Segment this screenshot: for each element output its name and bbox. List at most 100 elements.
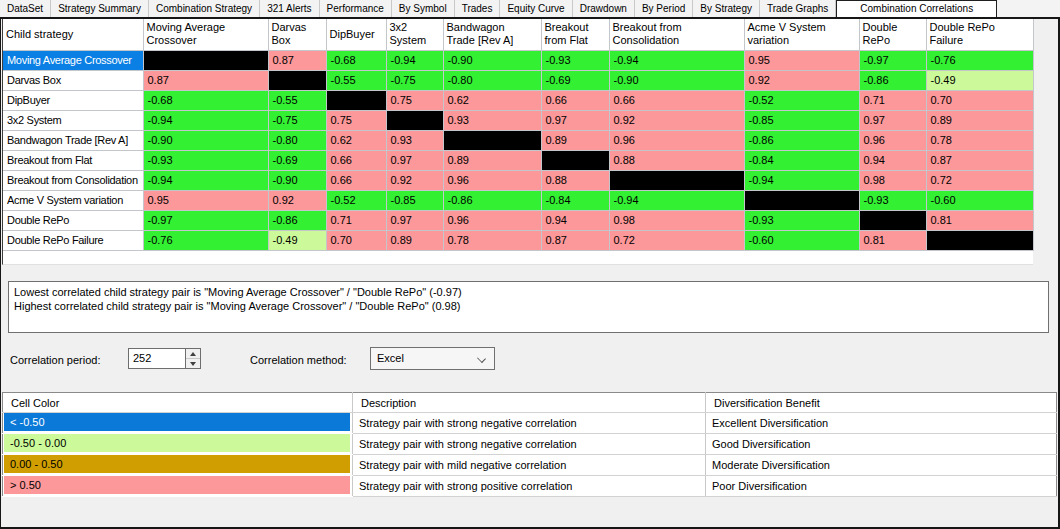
matrix-cell[interactable]: -0.69 [541, 70, 609, 90]
legend-description-cell[interactable]: Strategy pair with strong positive corre… [353, 476, 706, 497]
matrix-cell[interactable]: -0.68 [143, 90, 268, 110]
matrix-cell[interactable]: 0.72 [926, 170, 1033, 190]
matrix-cell[interactable]: -0.90 [268, 170, 326, 190]
matrix-cell[interactable]: 0.70 [926, 90, 1033, 110]
matrix-cell[interactable]: -0.97 [859, 50, 926, 70]
matrix-row-header-dipbuyer[interactable]: DipBuyer [3, 90, 143, 110]
matrix-cell[interactable]: -0.93 [541, 50, 609, 70]
matrix-cell[interactable]: -0.69 [268, 150, 326, 170]
matrix-cell[interactable]: 0.89 [443, 150, 541, 170]
matrix-row-header-breakout-from-consolidation[interactable]: Breakout from Consolidation [3, 170, 143, 190]
matrix-cell[interactable]: -0.85 [386, 190, 443, 210]
tab-drawdown[interactable]: Drawdown [573, 0, 635, 17]
matrix-cell[interactable]: -0.55 [268, 90, 326, 110]
matrix-cell[interactable]: -0.84 [541, 190, 609, 210]
tab-by-period[interactable]: By Period [635, 0, 693, 17]
legend-range-cell[interactable]: > 0.50 [3, 476, 353, 497]
matrix-cell[interactable]: -0.80 [268, 130, 326, 150]
matrix-cell[interactable]: -0.85 [744, 110, 859, 130]
matrix-cell[interactable]: -0.94 [143, 110, 268, 130]
matrix-cell[interactable]: -0.90 [443, 50, 541, 70]
matrix-row-header-darvas-box[interactable]: Darvas Box [3, 70, 143, 90]
spinner-down-button[interactable] [186, 359, 200, 368]
matrix-cell[interactable]: 0.71 [326, 210, 386, 230]
matrix-cell[interactable]: 0.87 [143, 70, 268, 90]
matrix-cell[interactable]: -0.93 [744, 210, 859, 230]
matrix-cell[interactable]: 0.75 [326, 110, 386, 130]
legend-benefit-cell[interactable]: Poor Diversification [706, 476, 1057, 497]
legend-description-cell[interactable]: Strategy pair with strong negative corre… [353, 434, 706, 455]
correlation-method-dropdown[interactable]: Excel [370, 347, 495, 370]
matrix-column-header-acme-v-system-variation[interactable]: Acme V System variation [744, 19, 859, 50]
matrix-diagonal-cell[interactable] [386, 110, 443, 130]
matrix-cell[interactable]: 0.81 [859, 230, 926, 250]
legend-description-cell[interactable]: Strategy pair with strong negative corre… [353, 413, 706, 434]
matrix-column-header-bandwagon-trade-rev-a-[interactable]: Bandwagon Trade [Rev A] [443, 19, 541, 50]
matrix-cell[interactable]: 0.92 [268, 190, 326, 210]
matrix-cell[interactable]: -0.76 [926, 50, 1033, 70]
matrix-cell[interactable]: 0.92 [609, 110, 744, 130]
matrix-row-header-breakout-from-flat[interactable]: Breakout from Flat [3, 150, 143, 170]
tab-dataset[interactable]: DataSet [0, 0, 51, 17]
matrix-cell[interactable]: -0.94 [744, 170, 859, 190]
matrix-cell[interactable]: -0.49 [926, 70, 1033, 90]
matrix-cell[interactable]: 0.98 [609, 210, 744, 230]
matrix-row-header-acme-v-system-variation[interactable]: Acme V System variation [3, 190, 143, 210]
matrix-cell[interactable]: 0.98 [859, 170, 926, 190]
matrix-cell[interactable]: -0.76 [143, 230, 268, 250]
matrix-cell[interactable]: -0.86 [268, 210, 326, 230]
matrix-column-header-double-repo[interactable]: Double RePo [859, 19, 926, 50]
correlation-summary-box[interactable]: Lowest correlated child strategy pair is… [8, 281, 1049, 333]
matrix-cell[interactable]: -0.97 [143, 210, 268, 230]
matrix-column-header-breakout-from-consolidation[interactable]: Breakout from Consolidation [609, 19, 744, 50]
matrix-cell[interactable]: 0.97 [859, 110, 926, 130]
matrix-cell[interactable]: -0.80 [443, 70, 541, 90]
matrix-cell[interactable]: 0.93 [443, 110, 541, 130]
matrix-cell[interactable]: -0.90 [143, 130, 268, 150]
matrix-cell[interactable]: 0.88 [541, 170, 609, 190]
matrix-cell[interactable]: 0.62 [443, 90, 541, 110]
matrix-cell[interactable]: 0.75 [386, 90, 443, 110]
matrix-cell[interactable]: -0.94 [609, 190, 744, 210]
matrix-diagonal-cell[interactable] [859, 210, 926, 230]
matrix-diagonal-cell[interactable] [326, 90, 386, 110]
legend-range-cell[interactable]: < -0.50 [3, 413, 353, 434]
matrix-cell[interactable]: -0.90 [609, 70, 744, 90]
matrix-column-header-darvas-box[interactable]: Darvas Box [268, 19, 326, 50]
matrix-cell[interactable]: 0.89 [386, 230, 443, 250]
matrix-row-header-3x2-system[interactable]: 3x2 System [3, 110, 143, 130]
matrix-cell[interactable]: -0.93 [143, 150, 268, 170]
matrix-cell[interactable]: 0.89 [926, 110, 1033, 130]
matrix-cell[interactable]: -0.94 [386, 50, 443, 70]
matrix-cell[interactable]: 0.94 [541, 210, 609, 230]
matrix-cell[interactable]: -0.93 [859, 190, 926, 210]
matrix-cell[interactable]: 0.87 [541, 230, 609, 250]
matrix-cell[interactable]: 0.66 [541, 90, 609, 110]
tab-equity-curve[interactable]: Equity Curve [500, 0, 572, 17]
matrix-diagonal-cell[interactable] [268, 70, 326, 90]
matrix-diagonal-cell[interactable] [143, 50, 268, 70]
matrix-cell[interactable]: -0.75 [268, 110, 326, 130]
matrix-cell[interactable]: 0.72 [609, 230, 744, 250]
matrix-column-header-breakout-from-flat[interactable]: Breakout from Flat [541, 19, 609, 50]
legend-benefit-cell[interactable]: Good Diversification [706, 434, 1057, 455]
matrix-cell[interactable]: 0.96 [859, 130, 926, 150]
matrix-cell[interactable]: -0.94 [609, 50, 744, 70]
matrix-cell[interactable]: 0.78 [443, 230, 541, 250]
matrix-cell[interactable]: 0.70 [326, 230, 386, 250]
matrix-corner-header[interactable]: Child strategy [3, 19, 143, 50]
matrix-row-header-moving-average-crossover[interactable]: Moving Average Crossover [3, 50, 143, 70]
matrix-column-header-dipbuyer[interactable]: DipBuyer [326, 19, 386, 50]
matrix-column-header-3x2-system[interactable]: 3x2 System [386, 19, 443, 50]
matrix-cell[interactable]: -0.86 [744, 130, 859, 150]
matrix-cell[interactable]: -0.52 [326, 190, 386, 210]
correlation-period-input[interactable]: 252 [128, 348, 186, 369]
tab-by-strategy[interactable]: By Strategy [693, 0, 760, 17]
matrix-cell[interactable]: 0.96 [443, 170, 541, 190]
matrix-cell[interactable]: 0.66 [326, 150, 386, 170]
tab-321-alerts[interactable]: 321 Alerts [260, 0, 319, 17]
matrix-column-header-double-repo-failure[interactable]: Double RePo Failure [926, 19, 1033, 50]
matrix-diagonal-cell[interactable] [926, 230, 1033, 250]
matrix-row-header-double-repo[interactable]: Double RePo [3, 210, 143, 230]
matrix-cell[interactable]: -0.86 [859, 70, 926, 90]
